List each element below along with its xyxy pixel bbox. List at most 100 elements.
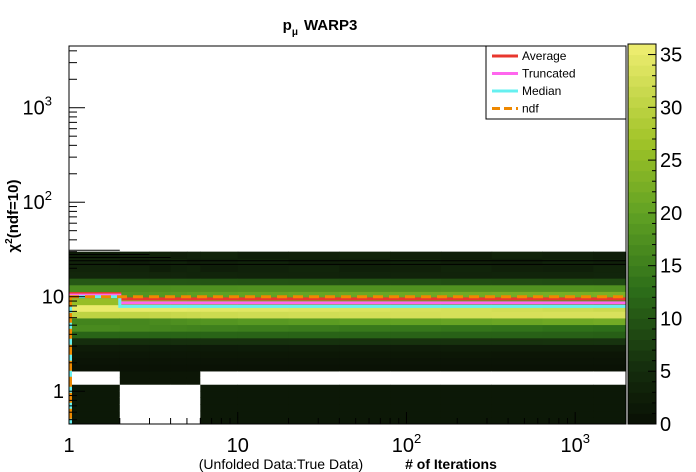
heatmap-cell (390, 390, 442, 398)
heatmap-cell (339, 291, 391, 299)
heatmap-cell (339, 251, 391, 259)
heatmap-cell (288, 344, 340, 352)
heatmap-cell (170, 364, 188, 372)
heatmap-cell (440, 351, 493, 359)
heatmap-cell (593, 417, 626, 424)
heatmap-cell (390, 377, 442, 385)
heatmap-cell (390, 264, 442, 273)
heatmap-cell (170, 377, 188, 385)
heatmap-cell (186, 370, 201, 379)
heatmap-cell (237, 311, 290, 319)
heatmap-cell (339, 397, 391, 405)
heatmap-cell (69, 397, 121, 405)
heatmap-cell (390, 284, 442, 292)
heatmap-cell (339, 324, 391, 332)
heatmap-cell (170, 344, 188, 352)
heatmap-cell (440, 271, 493, 279)
heatmap-cell (491, 284, 544, 292)
heatmap-cell (542, 331, 594, 339)
heatmap-cell (390, 311, 442, 319)
color-scale-segment (628, 276, 656, 288)
color-scale-segment (628, 371, 656, 383)
heatmap-cell (186, 417, 201, 424)
heatmap-cell (119, 331, 151, 339)
heatmap-cell (200, 377, 239, 385)
heatmap-cell (542, 377, 594, 385)
color-scale-segment (628, 255, 656, 267)
heatmap-cell (237, 304, 290, 312)
color-scale-segment (628, 402, 656, 414)
heatmap-cell (119, 337, 151, 345)
heatmap-cell (491, 364, 544, 372)
heatmap-cell (491, 258, 544, 266)
heatmap-cell (170, 370, 188, 379)
heatmap-cell (69, 258, 121, 266)
color-scale-segment (628, 392, 656, 404)
heatmap-cell (339, 370, 391, 379)
heatmap-cell (170, 357, 188, 365)
heatmap-cell (119, 278, 151, 286)
heatmap-cell (69, 311, 121, 319)
heatmap-cell (186, 384, 201, 392)
heatmap-cell (440, 390, 493, 398)
color-scale-bar (627, 43, 657, 425)
heatmap-cell (288, 284, 340, 292)
heatmap-cell (491, 331, 544, 339)
heatmap-cell (149, 317, 172, 326)
heatmap-cell (288, 404, 340, 412)
color-scale-segment (628, 329, 656, 341)
heatmap-cell (339, 278, 391, 286)
heatmap-cell (119, 264, 151, 273)
heatmap-cell (186, 404, 201, 412)
heatmap-cell (186, 377, 201, 385)
heatmap-cell (186, 251, 201, 259)
heatmap-cell (200, 278, 239, 286)
x-axis: 1 10 102 103 (63, 412, 627, 457)
heatmap-cell (149, 264, 172, 273)
heatmap-cell (200, 271, 239, 279)
color-scale-segment (628, 318, 656, 330)
heatmap-cell (390, 324, 442, 332)
heatmap-cell (149, 357, 172, 365)
heatmap-cell (119, 357, 151, 365)
heatmap-cell (69, 384, 121, 392)
heatmap-cell (288, 384, 340, 392)
heatmap-cell (237, 258, 290, 266)
heatmap-cell (440, 284, 493, 292)
heatmap-cell (339, 337, 391, 345)
plot-border (68, 45, 627, 425)
heatmap-cell (339, 344, 391, 352)
heatmap-cell (200, 258, 239, 266)
heatmap-cell (440, 324, 493, 332)
heatmap-cell (237, 291, 290, 299)
heatmap-cell (288, 397, 340, 405)
legend-label-average: Average (522, 49, 567, 63)
heatmap-cell (170, 417, 188, 424)
legend-label-truncated: Truncated (522, 67, 576, 81)
heatmap-cell (170, 284, 188, 292)
heatmap-cell (149, 417, 172, 424)
heatmap-cell (542, 370, 594, 379)
heatmap-cell (593, 357, 626, 365)
heatmap-cell (237, 271, 290, 279)
color-scale-segment (628, 413, 656, 425)
heatmap-cell (491, 397, 544, 405)
heatmap-cell (288, 304, 340, 312)
y-axis: 1 10 102 103 (23, 50, 85, 421)
heatmap-cell (186, 397, 201, 405)
heatmap-cell (186, 331, 201, 339)
color-scale-segment (628, 86, 656, 98)
heatmap-cell (593, 251, 626, 259)
heatmap-cell (237, 390, 290, 398)
heatmap-cell (170, 410, 188, 418)
heatmap-cell (542, 337, 594, 345)
heatmap-cell (170, 324, 188, 332)
x-tick-label: 1 (63, 435, 74, 457)
heatmap-cell (339, 417, 391, 424)
heatmap-cell (593, 384, 626, 392)
color-scale-label: 0 (660, 414, 671, 436)
heatmap-cell (186, 351, 201, 359)
heatmap-cell (149, 331, 172, 339)
heatmap-cell (440, 384, 493, 392)
heatmap-cell (288, 370, 340, 379)
